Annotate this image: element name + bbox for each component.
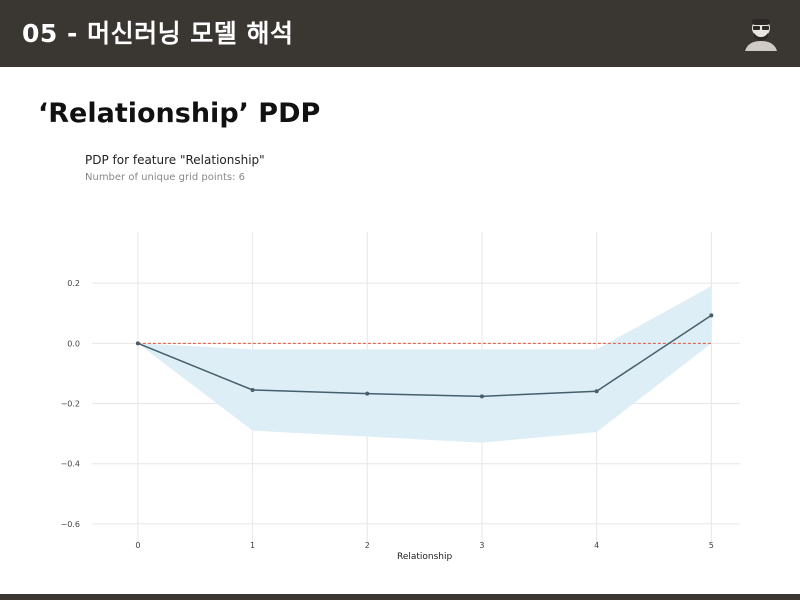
pdp-point <box>250 388 255 393</box>
x-tick-label: 1 <box>250 541 255 550</box>
x-tick-label: 4 <box>594 541 599 550</box>
pdp-point <box>365 391 370 396</box>
pdp-line <box>137 314 712 398</box>
pdp-point <box>594 389 599 394</box>
y-tick-label: −0.6 <box>61 520 80 529</box>
slide-header: 05 - 머신러닝 모델 해석 <box>0 0 800 67</box>
confidence-band <box>137 286 712 443</box>
y-tick-label: −0.2 <box>61 400 80 409</box>
x-tick-label: 5 <box>709 541 714 550</box>
y-tick-label: −0.4 <box>61 460 80 469</box>
x-tick-label: 3 <box>479 541 484 550</box>
pdp-point <box>709 313 714 318</box>
chart-subtitle: Number of unique grid points: 6 <box>85 172 246 183</box>
x-tick-label: 2 <box>365 541 370 550</box>
header-title: 05 - 머신러닝 모델 해석 <box>22 19 294 48</box>
slide-footer <box>0 594 800 600</box>
x-tick-label: 0 <box>135 541 140 550</box>
pdp-point <box>479 394 484 399</box>
pdp-point <box>135 341 140 346</box>
avatar-icon <box>745 19 777 51</box>
slide-title: ‘Relationship’ PDP <box>38 98 321 129</box>
x-axis-label: Relationship <box>397 552 453 562</box>
chart-title: PDP for feature "Relationship" <box>85 153 265 167</box>
y-tick-label: 0.0 <box>67 339 80 348</box>
y-tick-label: 0.2 <box>67 279 80 288</box>
